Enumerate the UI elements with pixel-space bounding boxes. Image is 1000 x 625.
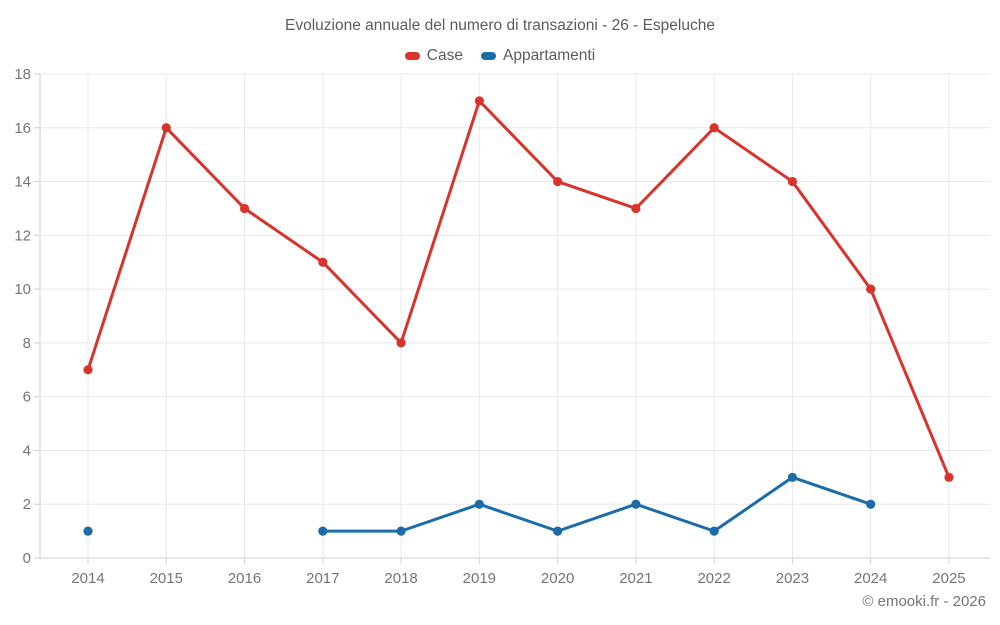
data-point-appartamenti-2018[interactable]	[396, 526, 406, 536]
x-tick-label: 2025	[932, 570, 965, 587]
y-tick-label: 4	[23, 442, 31, 459]
x-tick-label: 2023	[776, 570, 809, 587]
x-tick-label: 2014	[71, 570, 104, 587]
x-tick-label: 2016	[228, 570, 261, 587]
series-line-case	[86, 99, 951, 479]
legend-item-case[interactable]: Case	[404, 47, 463, 65]
legend-item-appartamenti[interactable]: Appartamenti	[480, 47, 596, 65]
data-point-appartamenti-2017[interactable]	[318, 526, 328, 536]
x-tick-label: 2022	[697, 570, 730, 587]
data-point-appartamenti-2020[interactable]	[553, 526, 563, 536]
legend-swatch-appartamenti	[480, 52, 496, 60]
x-tick-label: 2017	[306, 570, 339, 587]
x-tick-label: 2019	[463, 570, 496, 587]
x-tick-label: 2021	[619, 570, 652, 587]
x-tick-label: 2015	[150, 570, 183, 587]
data-point-case-2021[interactable]	[631, 203, 641, 214]
legend-label-appartamenti: Appartamenti	[502, 47, 596, 64]
data-point-case-2024[interactable]	[866, 284, 876, 294]
data-point-case-2017[interactable]	[318, 257, 328, 267]
data-point-appartamenti-2019[interactable]	[474, 499, 484, 509]
data-point-appartamenti-2023[interactable]	[787, 472, 798, 482]
data-point-case-2019[interactable]	[474, 96, 484, 106]
data-point-case-2015[interactable]	[161, 123, 171, 133]
data-point-appartamenti-2024[interactable]	[866, 499, 876, 509]
y-tick-label: 10	[14, 281, 31, 298]
y-tick-label: 12	[14, 227, 31, 244]
data-point-appartamenti-2021[interactable]	[631, 499, 641, 509]
x-tick-label: 2020	[541, 570, 574, 587]
y-tick-label: 2	[23, 496, 31, 513]
y-tick-label: 6	[23, 389, 31, 406]
series-line-appartamenti	[321, 475, 873, 533]
copyright-footer: © emooki.fr - 2026	[862, 593, 986, 610]
data-point-appartamenti-2014[interactable]	[83, 526, 93, 536]
y-tick-label: 16	[14, 120, 31, 137]
chart-title: Evoluzione annuale del numero di transaz…	[285, 17, 715, 34]
legend-swatch-case	[404, 52, 420, 60]
data-point-case-2020[interactable]	[553, 176, 563, 187]
data-point-case-2022[interactable]	[709, 123, 719, 133]
y-tick-label: 18	[14, 66, 31, 83]
y-tick-label: 0	[23, 550, 31, 567]
y-tick-label: 14	[14, 174, 31, 191]
chart-legend: Case Appartamenti	[0, 47, 1000, 65]
x-tick-label: 2018	[384, 570, 417, 587]
data-point-appartamenti-2022[interactable]	[709, 526, 719, 536]
data-point-case-2018[interactable]	[396, 338, 406, 348]
y-tick-label: 8	[23, 335, 31, 352]
data-point-case-2016[interactable]	[239, 203, 250, 214]
data-point-case-2025[interactable]	[944, 472, 954, 482]
x-tick-label: 2024	[854, 570, 887, 587]
legend-label-case: Case	[426, 47, 463, 64]
data-point-case-2014[interactable]	[83, 365, 93, 375]
data-point-case-2023[interactable]	[787, 176, 798, 187]
